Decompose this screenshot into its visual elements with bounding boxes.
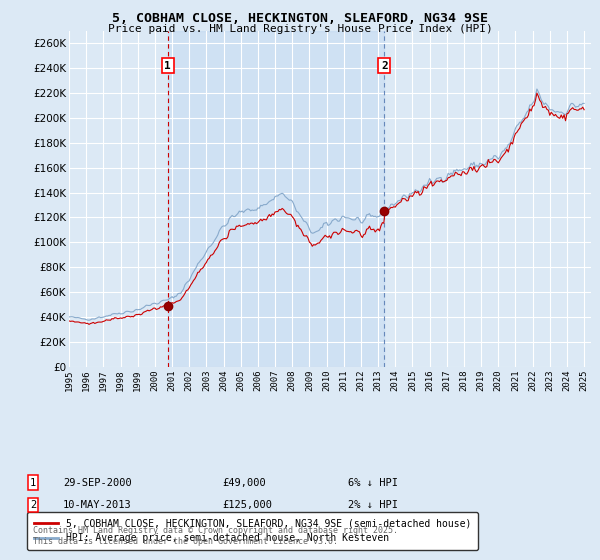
Text: 6% ↓ HPI: 6% ↓ HPI [348, 478, 398, 488]
Text: 2% ↓ HPI: 2% ↓ HPI [348, 500, 398, 510]
Text: 1: 1 [30, 478, 36, 488]
Text: Contains HM Land Registry data © Crown copyright and database right 2025.
This d: Contains HM Land Registry data © Crown c… [33, 526, 398, 546]
Bar [168, 31, 384, 367]
Text: 29-SEP-2000: 29-SEP-2000 [63, 478, 132, 488]
Text: 5, COBHAM CLOSE, HECKINGTON, SLEAFORD, NG34 9SE: 5, COBHAM CLOSE, HECKINGTON, SLEAFORD, N… [112, 12, 488, 25]
Text: £49,000: £49,000 [222, 478, 266, 488]
Text: 2: 2 [30, 500, 36, 510]
Text: £125,000: £125,000 [222, 500, 272, 510]
Legend: 5, COBHAM CLOSE, HECKINGTON, SLEAFORD, NG34 9SE (semi-detached house), HPI: Aver: 5, COBHAM CLOSE, HECKINGTON, SLEAFORD, N… [27, 512, 478, 550]
Text: 1: 1 [164, 60, 171, 71]
Text: Price paid vs. HM Land Registry's House Price Index (HPI): Price paid vs. HM Land Registry's House … [107, 24, 493, 34]
Text: 2: 2 [381, 60, 388, 71]
Text: 10-MAY-2013: 10-MAY-2013 [63, 500, 132, 510]
